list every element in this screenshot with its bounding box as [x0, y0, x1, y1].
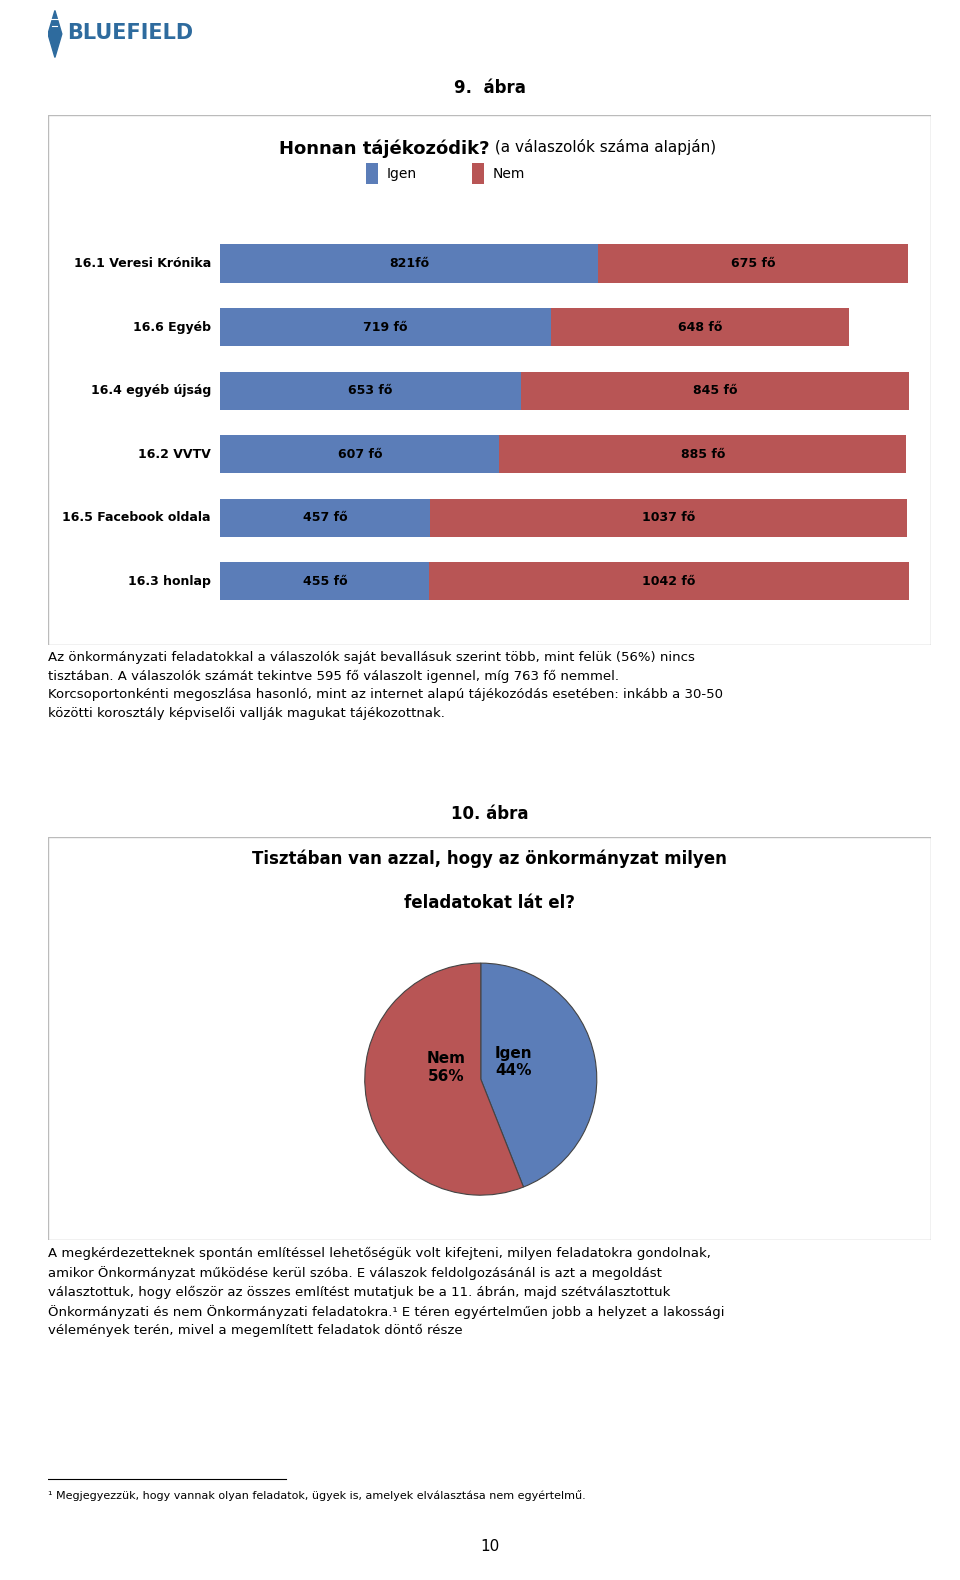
- Text: 719 fő: 719 fő: [363, 321, 408, 333]
- Text: 607 fő: 607 fő: [338, 447, 382, 461]
- Text: (a válaszolók száma alapján): (a válaszolók száma alapján): [490, 139, 716, 155]
- Text: 9.  ábra: 9. ábra: [454, 79, 525, 98]
- Text: Az önkormányzati feladatokkal a válaszolók saját bevallásuk szerint több, mint f: Az önkormányzati feladatokkal a válaszol…: [48, 651, 723, 720]
- Text: Nem: Nem: [492, 166, 525, 180]
- Text: 16.6 Egyéb: 16.6 Egyéb: [132, 321, 211, 333]
- Text: 675 fő: 675 fő: [731, 258, 776, 270]
- Bar: [220, 435, 499, 472]
- Text: 457 fő: 457 fő: [303, 510, 348, 525]
- Bar: [220, 245, 598, 283]
- Text: 16.2 VVTV: 16.2 VVTV: [138, 447, 211, 461]
- Text: BLUEFIELD: BLUEFIELD: [67, 24, 193, 43]
- Text: Igen: Igen: [387, 166, 417, 180]
- Text: 648 fő: 648 fő: [678, 321, 722, 333]
- Text: 16.5 Facebook oldala: 16.5 Facebook oldala: [62, 510, 211, 525]
- Text: feladatokat lát el?: feladatokat lát el?: [404, 894, 575, 912]
- Bar: [520, 371, 909, 409]
- Text: ¹ Megjegyezzük, hogy vannak olyan feladatok, ügyek is, amelyek elválasztása nem : ¹ Megjegyezzük, hogy vannak olyan felada…: [48, 1490, 586, 1501]
- Bar: [499, 435, 906, 472]
- Text: Tisztában van azzal, hogy az önkormányzat milyen: Tisztában van azzal, hogy az önkormányza…: [252, 850, 727, 867]
- Text: 1042 fő: 1042 fő: [642, 575, 696, 588]
- Wedge shape: [365, 964, 523, 1194]
- Text: 1037 fő: 1037 fő: [642, 510, 695, 525]
- Text: A megkérdezetteknek spontán említéssel lehetőségük volt kifejteni, milyen felada: A megkérdezetteknek spontán említéssel l…: [48, 1247, 725, 1337]
- Polygon shape: [48, 11, 61, 57]
- Bar: [366, 163, 377, 185]
- Text: Honnan tájékozódik?: Honnan tájékozódik?: [279, 139, 490, 158]
- Bar: [430, 499, 907, 537]
- Text: Igen
44%: Igen 44%: [494, 1046, 532, 1078]
- Bar: [220, 499, 430, 537]
- Text: 885 fő: 885 fő: [681, 447, 725, 461]
- Text: 10. ábra: 10. ábra: [451, 804, 528, 823]
- Bar: [220, 308, 551, 346]
- Text: 455 fő: 455 fő: [302, 575, 348, 588]
- Text: 16.3 honlap: 16.3 honlap: [128, 575, 211, 588]
- Bar: [472, 163, 484, 185]
- Text: 16.4 egyéb újság: 16.4 egyéb újság: [90, 384, 211, 397]
- Bar: [220, 562, 429, 600]
- Text: Nem
56%: Nem 56%: [426, 1051, 466, 1084]
- Bar: [551, 308, 849, 346]
- Text: 821fő: 821fő: [389, 258, 429, 270]
- Text: 653 fő: 653 fő: [348, 384, 393, 397]
- Bar: [598, 245, 908, 283]
- Wedge shape: [481, 964, 597, 1187]
- Text: 16.1 Veresi Krónika: 16.1 Veresi Krónika: [74, 258, 211, 270]
- Text: 845 fő: 845 fő: [692, 384, 737, 397]
- Text: 10: 10: [480, 1539, 499, 1555]
- Bar: [429, 562, 909, 600]
- Bar: [220, 371, 520, 409]
